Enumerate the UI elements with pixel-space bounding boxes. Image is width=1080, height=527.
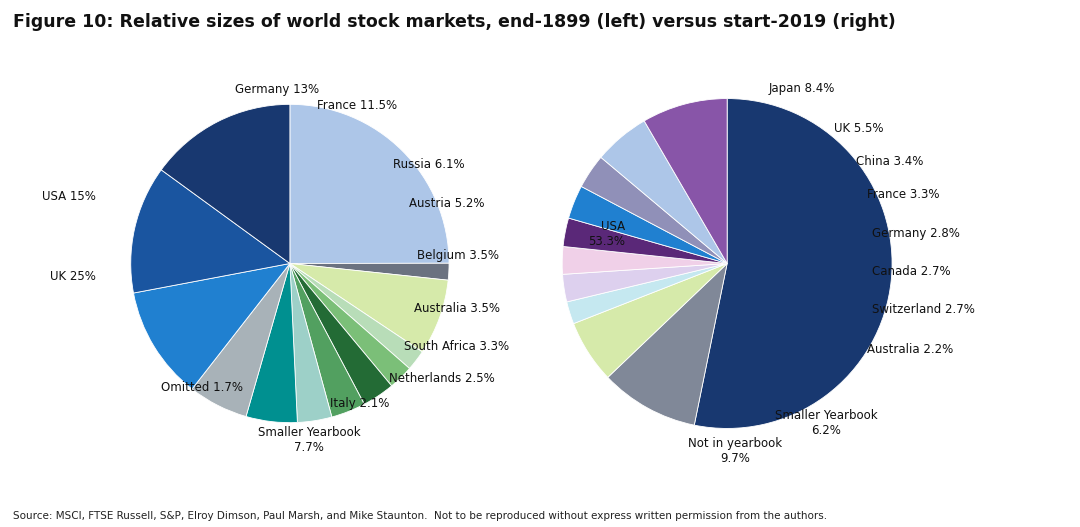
Text: USA
53.3%: USA 53.3% [588, 220, 625, 248]
Wedge shape [563, 218, 727, 264]
Wedge shape [289, 264, 449, 280]
Text: Switzerland 2.7%: Switzerland 2.7% [873, 303, 975, 316]
Wedge shape [192, 264, 289, 416]
Wedge shape [573, 264, 727, 377]
Text: Smaller Yearbook
6.2%: Smaller Yearbook 6.2% [774, 408, 877, 437]
Text: Japan 8.4%: Japan 8.4% [768, 82, 835, 95]
Wedge shape [289, 104, 449, 264]
Wedge shape [289, 264, 364, 417]
Text: South Africa 3.3%: South Africa 3.3% [405, 340, 510, 353]
Text: Source: MSCI, FTSE Russell, S&P, Elroy Dimson, Paul Marsh, and Mike Staunton.  N: Source: MSCI, FTSE Russell, S&P, Elroy D… [13, 511, 827, 521]
Wedge shape [289, 264, 392, 404]
Wedge shape [134, 264, 289, 389]
Text: Omitted 1.7%: Omitted 1.7% [161, 381, 243, 394]
Wedge shape [289, 264, 448, 352]
Wedge shape [568, 187, 727, 264]
Text: Austria 5.2%: Austria 5.2% [409, 197, 485, 210]
Text: Italy 2.1%: Italy 2.1% [330, 397, 390, 410]
Wedge shape [600, 121, 727, 264]
Text: Netherlands 2.5%: Netherlands 2.5% [389, 372, 495, 385]
Wedge shape [563, 247, 727, 275]
Text: Australia 3.5%: Australia 3.5% [414, 301, 500, 315]
Text: Australia 2.2%: Australia 2.2% [867, 343, 954, 356]
Text: UK 25%: UK 25% [50, 270, 96, 282]
Text: Canada 2.7%: Canada 2.7% [873, 265, 950, 278]
Wedge shape [289, 264, 422, 368]
Text: France 11.5%: France 11.5% [316, 99, 396, 112]
Wedge shape [644, 99, 727, 264]
Wedge shape [563, 264, 727, 302]
Text: France 3.3%: France 3.3% [867, 188, 940, 201]
Wedge shape [608, 264, 727, 425]
Wedge shape [246, 264, 297, 423]
Text: China 3.4%: China 3.4% [855, 155, 923, 168]
Text: USA 15%: USA 15% [42, 190, 96, 203]
Wedge shape [131, 170, 289, 293]
Wedge shape [289, 264, 409, 386]
Wedge shape [161, 104, 289, 264]
Text: UK 5.5%: UK 5.5% [835, 122, 883, 135]
Wedge shape [694, 99, 892, 428]
Text: Not in yearbook
9.7%: Not in yearbook 9.7% [688, 437, 782, 465]
Text: Smaller Yearbook
7.7%: Smaller Yearbook 7.7% [258, 426, 361, 454]
Text: Belgium 3.5%: Belgium 3.5% [417, 249, 499, 262]
Text: Figure 10: Relative sizes of world stock markets, end-1899 (left) versus start-2: Figure 10: Relative sizes of world stock… [13, 13, 895, 31]
Text: Russia 6.1%: Russia 6.1% [393, 158, 465, 171]
Text: Germany 2.8%: Germany 2.8% [873, 227, 960, 240]
Text: Germany 13%: Germany 13% [235, 83, 320, 96]
Wedge shape [567, 264, 727, 324]
Wedge shape [581, 158, 727, 264]
Wedge shape [289, 264, 332, 423]
